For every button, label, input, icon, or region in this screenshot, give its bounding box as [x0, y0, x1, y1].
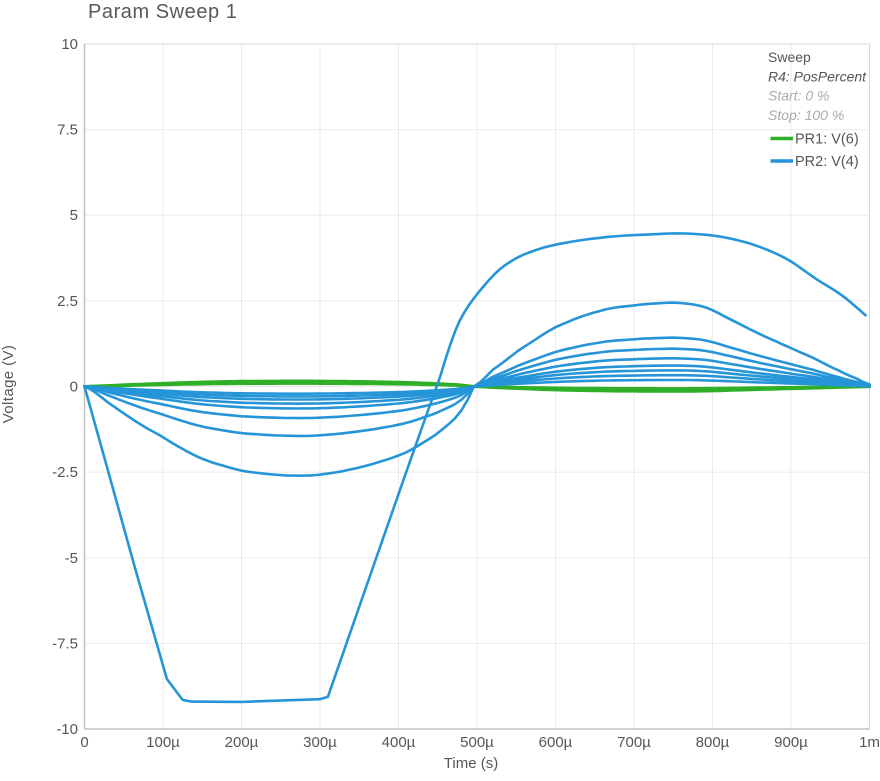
svg-text:-7.5: -7.5	[52, 635, 78, 652]
svg-text:400µ: 400µ	[382, 734, 416, 751]
svg-text:300µ: 300µ	[303, 734, 337, 751]
svg-text:-10: -10	[56, 721, 78, 738]
svg-text:800µ: 800µ	[696, 734, 730, 751]
svg-text:Start: 0 %: Start: 0 %	[768, 88, 829, 104]
svg-text:PR1: V(6): PR1: V(6)	[795, 132, 859, 148]
svg-text:Param Sweep 1: Param Sweep 1	[88, 1, 237, 23]
svg-text:10: 10	[61, 36, 78, 53]
svg-text:-5: -5	[65, 550, 78, 567]
svg-text:2.5: 2.5	[57, 293, 78, 310]
svg-text:200µ: 200µ	[225, 734, 259, 751]
svg-text:PR2: V(4): PR2: V(4)	[795, 154, 859, 170]
svg-text:Voltage (V): Voltage (V)	[0, 345, 17, 424]
svg-text:R4: PosPercent: R4: PosPercent	[768, 69, 867, 85]
svg-text:100µ: 100µ	[146, 734, 180, 751]
svg-text:500µ: 500µ	[460, 734, 494, 751]
svg-text:5: 5	[70, 207, 78, 224]
svg-text:Stop: 100 %: Stop: 100 %	[768, 107, 844, 123]
svg-text:Time (s): Time (s)	[444, 755, 498, 772]
svg-text:7.5: 7.5	[57, 122, 78, 139]
svg-text:Sweep: Sweep	[768, 49, 811, 65]
svg-text:0: 0	[70, 379, 78, 396]
svg-text:-2.5: -2.5	[52, 464, 78, 481]
svg-text:900µ: 900µ	[774, 734, 808, 751]
svg-text:600µ: 600µ	[539, 734, 573, 751]
svg-text:0: 0	[80, 734, 88, 751]
svg-text:700µ: 700µ	[617, 734, 651, 751]
svg-text:1m: 1m	[859, 734, 880, 751]
